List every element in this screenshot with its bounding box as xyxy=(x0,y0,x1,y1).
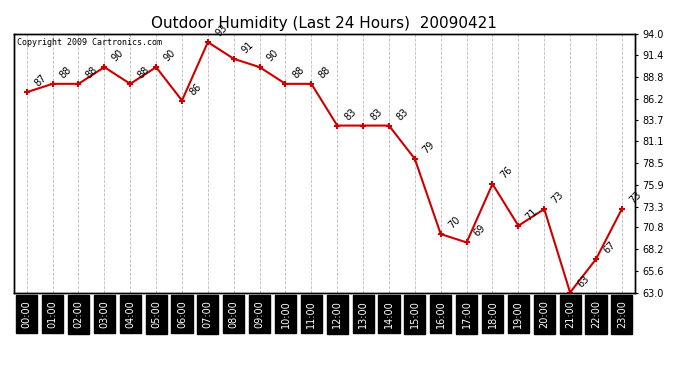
Title: Outdoor Humidity (Last 24 Hours)  20090421: Outdoor Humidity (Last 24 Hours) 2009042… xyxy=(151,16,497,31)
Text: 67: 67 xyxy=(602,240,618,255)
Text: 87: 87 xyxy=(32,73,48,88)
Text: 88: 88 xyxy=(317,64,333,80)
Text: 88: 88 xyxy=(58,64,74,80)
Text: 88: 88 xyxy=(84,64,100,80)
Text: 90: 90 xyxy=(161,48,177,64)
Text: 63: 63 xyxy=(575,273,591,289)
Text: 90: 90 xyxy=(265,48,281,64)
Text: 69: 69 xyxy=(472,223,488,239)
Text: 88: 88 xyxy=(136,64,152,80)
Text: 73: 73 xyxy=(627,190,643,206)
Text: 73: 73 xyxy=(550,190,566,206)
Text: 86: 86 xyxy=(188,81,204,97)
Text: 91: 91 xyxy=(239,39,255,55)
Text: 90: 90 xyxy=(110,48,126,64)
Text: 83: 83 xyxy=(343,106,359,122)
Text: 93: 93 xyxy=(213,23,229,39)
Text: 83: 83 xyxy=(395,106,411,122)
Text: 88: 88 xyxy=(291,64,307,80)
Text: 76: 76 xyxy=(498,165,514,180)
Text: 71: 71 xyxy=(524,206,540,222)
Text: 79: 79 xyxy=(420,140,436,155)
Text: 70: 70 xyxy=(446,215,462,231)
Text: 83: 83 xyxy=(368,106,384,122)
Text: Copyright 2009 Cartronics.com: Copyright 2009 Cartronics.com xyxy=(17,38,162,46)
